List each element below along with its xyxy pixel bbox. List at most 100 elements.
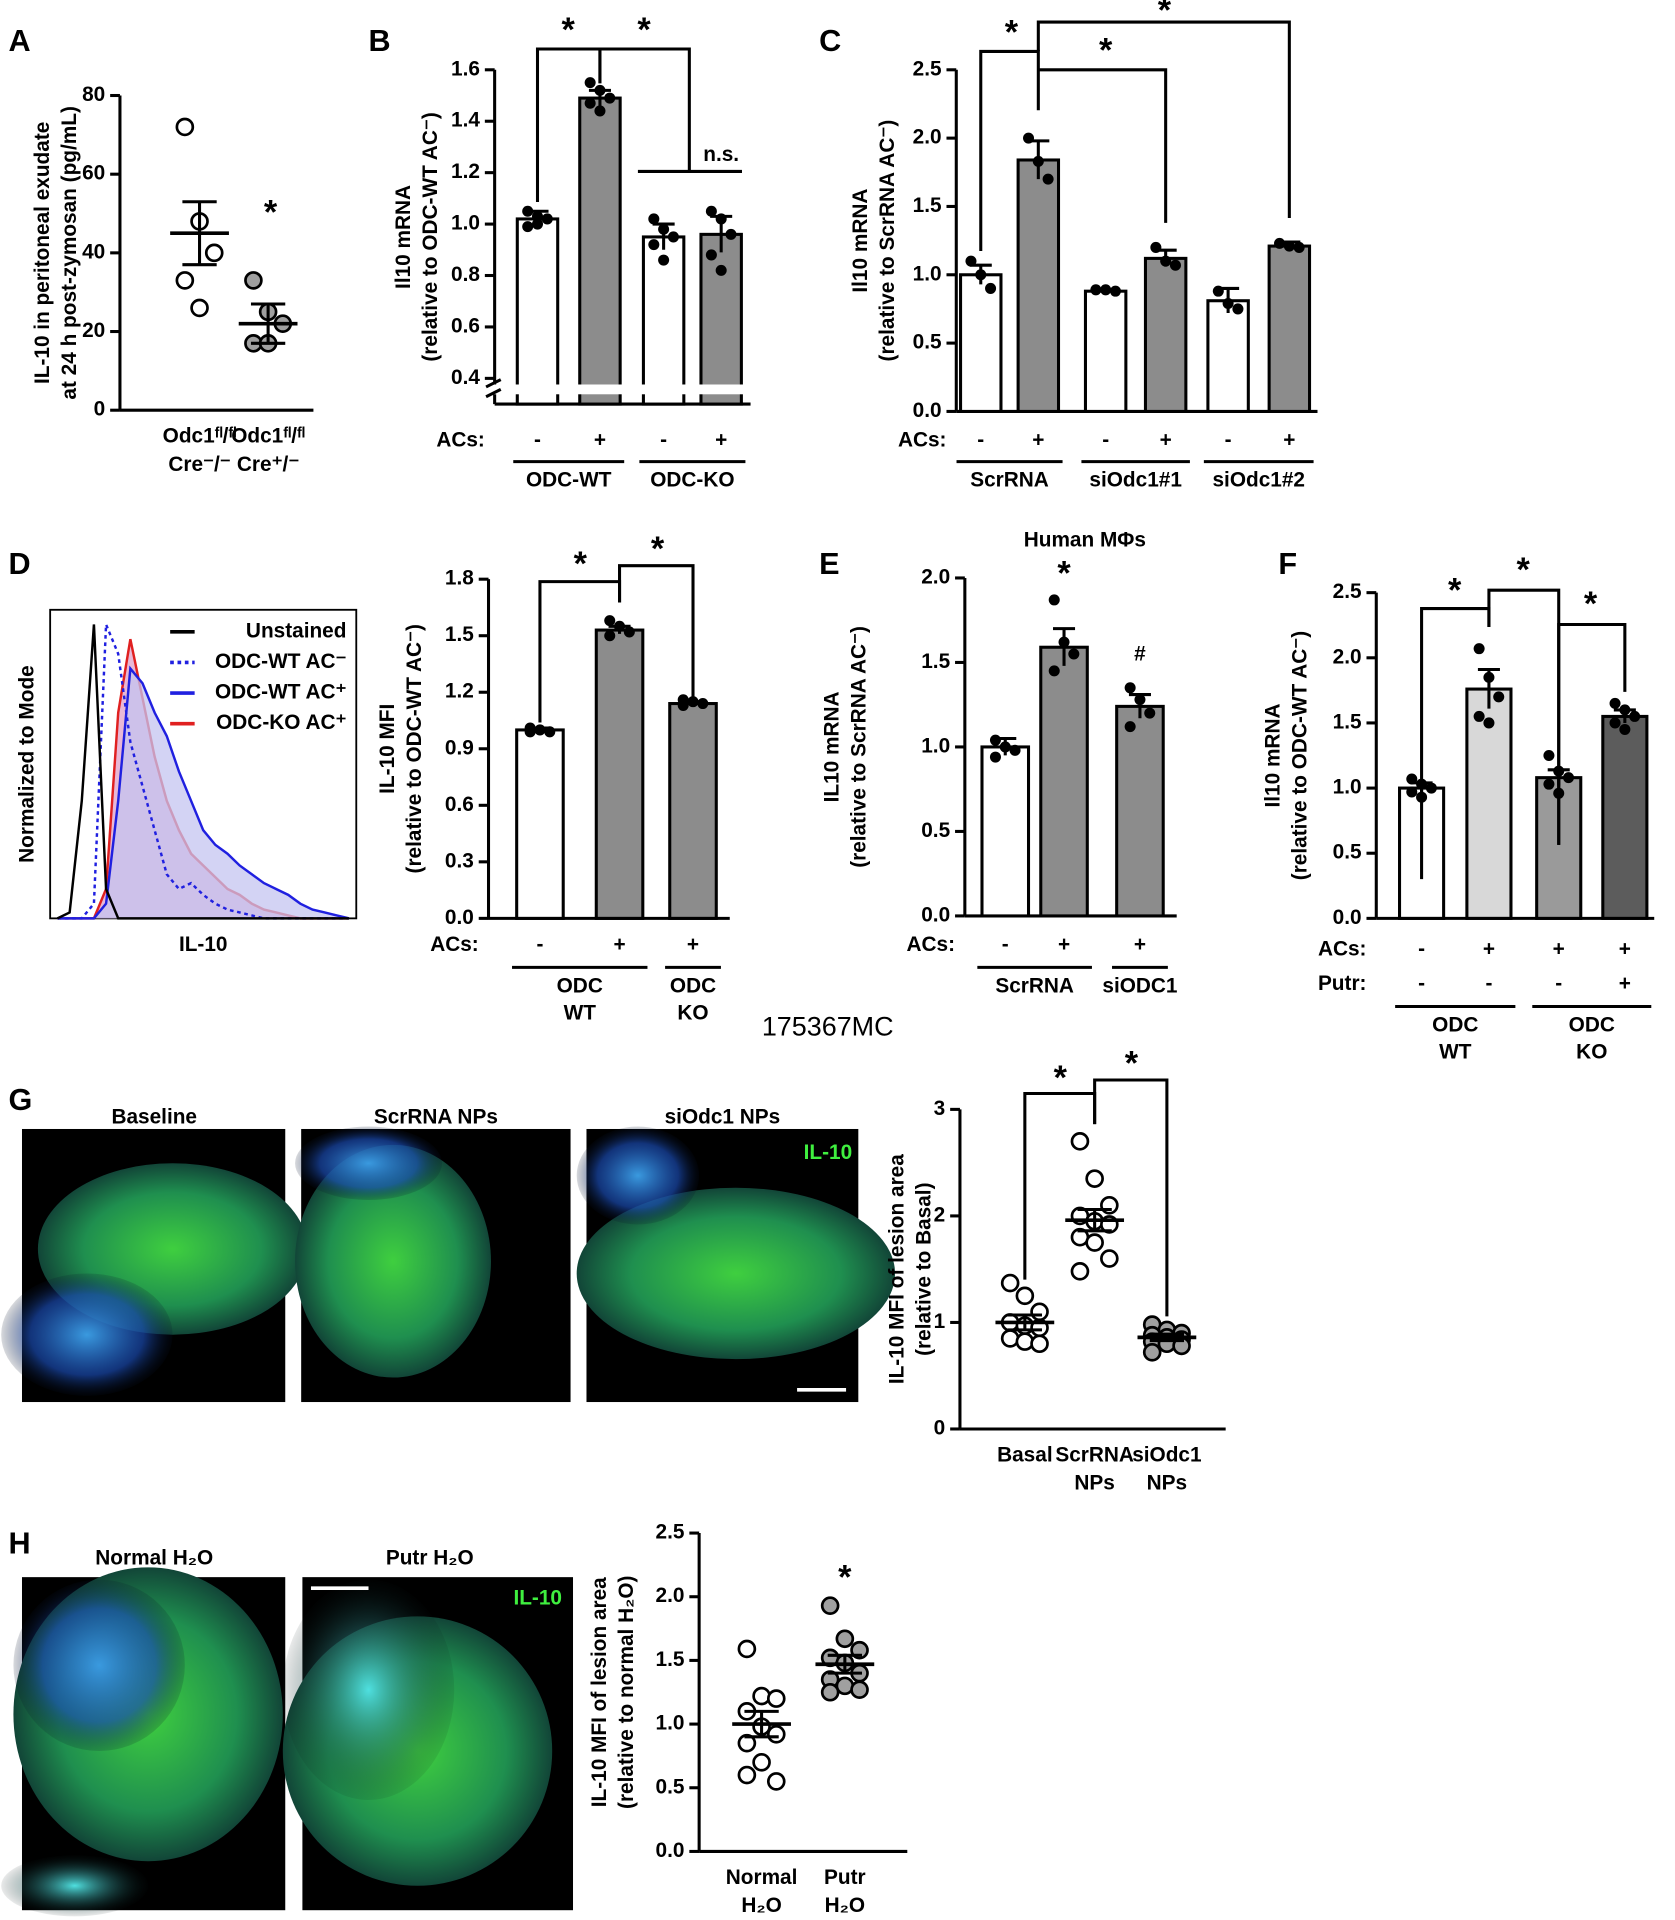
data-point (1100, 284, 1112, 296)
data-point (705, 249, 717, 261)
bar (959, 273, 1003, 413)
y-tick-label: 2.5 (1333, 580, 1362, 603)
significance-bracket (1557, 622, 1627, 845)
data-point (737, 1765, 757, 1785)
y-tick-label: 1.4 (451, 109, 480, 132)
bar (699, 232, 743, 406)
data-point (1085, 1169, 1104, 1188)
data-point (687, 696, 699, 708)
y-tick-label: 0.9 (445, 736, 474, 759)
data-point (1609, 717, 1621, 729)
data-point (648, 239, 660, 251)
annotation: * (1057, 555, 1071, 593)
panel-letter: E (819, 547, 839, 581)
annotation: # (1134, 643, 1146, 666)
row-label: ACs: (907, 933, 956, 956)
data-point (1048, 594, 1060, 606)
y-tick-label: 1 (934, 1310, 946, 1333)
data-point (614, 620, 626, 632)
row-label: ACs: (1318, 938, 1367, 961)
row-value: + (1160, 428, 1172, 451)
data-point (1000, 1273, 1020, 1293)
legend-label: ODC-WT AC⁺ (215, 681, 347, 704)
data-point (522, 205, 534, 217)
row-value: - (1002, 933, 1009, 956)
row-value: + (1619, 938, 1631, 961)
data-point (1070, 1132, 1090, 1151)
group-label: ODC (557, 974, 603, 997)
y-tick-label: 2.0 (913, 126, 942, 149)
y-tick-label: 0.5 (656, 1775, 685, 1798)
bar (1083, 289, 1128, 413)
y-tick-label: 0 (934, 1416, 946, 1439)
y-axis-label: IL-10 MFI (376, 704, 399, 794)
data-point (1109, 285, 1121, 297)
annotation: * (1054, 1059, 1068, 1097)
data-point (1032, 155, 1044, 167)
significance-bracket (618, 564, 695, 701)
panel-letter: C (819, 24, 841, 58)
data-point (524, 726, 536, 738)
x-tick-label: siOdc1 (1132, 1443, 1201, 1466)
x-tick-label: Normal (726, 1866, 798, 1889)
data-point (604, 92, 616, 104)
data-point (1124, 682, 1136, 694)
data-point (965, 255, 977, 267)
group-label: WT (564, 1001, 597, 1024)
group-label: ScrRNA (995, 974, 1074, 997)
y-axis-label: (relative to Basal) (913, 1182, 936, 1355)
image-label: IL-10 (804, 1141, 853, 1164)
row-value: + (1619, 972, 1631, 995)
panel-letter: B (369, 24, 391, 58)
y-tick-label: 0 (94, 398, 106, 421)
error-bar (827, 1653, 862, 1675)
data-point (737, 1733, 757, 1753)
image-label: siOdc1 NPs (665, 1105, 781, 1128)
y-tick-label: 1.0 (921, 734, 950, 757)
y-tick-label: 20 (82, 319, 105, 342)
row-value: + (1058, 933, 1070, 956)
x-tick-label: Putr (824, 1866, 866, 1889)
x-tick-label: Cre⁺/⁻ (237, 453, 299, 476)
y-tick-label: 0.0 (656, 1839, 685, 1862)
x-tick-label: NPs (1074, 1472, 1114, 1495)
image-label: Putr H₂O (386, 1546, 474, 1569)
y-tick-label: 1.5 (656, 1648, 685, 1671)
data-point (1150, 241, 1162, 253)
group-label: ODC (1432, 1014, 1478, 1037)
data-point (1493, 691, 1505, 703)
row-value: + (1283, 428, 1295, 451)
data-point (522, 221, 534, 233)
data-point (1124, 721, 1136, 733)
y-tick-label: 1.0 (656, 1712, 685, 1735)
y-tick-label: 1.0 (451, 212, 480, 235)
row-value: - (1225, 428, 1232, 451)
error-bar (1077, 1207, 1112, 1233)
data-point (1030, 1334, 1049, 1354)
data-point (677, 699, 689, 711)
data-point (1134, 694, 1146, 706)
data-point (667, 231, 679, 243)
data-point (1048, 665, 1060, 677)
data-point (1015, 1286, 1035, 1306)
error-bar (744, 1709, 779, 1739)
data-point (1085, 1233, 1104, 1252)
y-tick-label: 1.5 (913, 194, 942, 217)
annotation: * (1125, 1044, 1139, 1082)
row-value: - (1485, 972, 1492, 995)
data-point (1160, 255, 1172, 267)
y-axis-label: (relative to ODC-WT AC⁻) (403, 624, 426, 873)
row-value: - (977, 428, 984, 451)
data-point (725, 228, 737, 240)
panel-letter: H (9, 1526, 31, 1560)
data-point (766, 1689, 786, 1708)
data-point (1222, 297, 1234, 309)
y-axis-label: Il10 mRNA (849, 189, 872, 293)
data-point (1000, 1329, 1020, 1348)
annotation: * (1099, 32, 1113, 70)
data-point (1232, 303, 1244, 315)
row-value: + (594, 428, 606, 451)
panel-letter: G (9, 1083, 33, 1117)
image-label: Baseline (111, 1105, 197, 1128)
data-point (1629, 710, 1641, 722)
